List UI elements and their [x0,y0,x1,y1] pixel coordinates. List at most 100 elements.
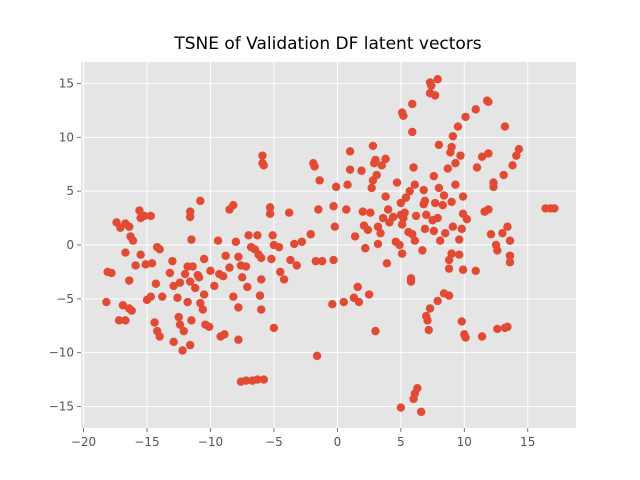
scatter-point [284,208,294,217]
scatter-point [471,266,480,276]
scatter-point [434,183,444,193]
scatter-point [146,292,156,301]
scatter-point [257,305,266,314]
scatter-point [505,251,515,260]
scatter-point [198,305,208,314]
scatter-point [371,155,380,165]
scatter-point [267,254,276,264]
scatter-point [244,231,253,240]
scatter-point [383,205,393,214]
scatter-point [121,248,130,257]
scatter-point [151,279,161,288]
scatter-point [210,281,219,291]
x-tick-label: 15 [520,435,535,449]
scatter-point [306,230,315,239]
scatter-point [187,235,196,244]
scatter-point [292,261,301,270]
scatter-point [408,230,417,239]
chart-title: TSNE of Validation DF latent vectors [173,34,481,54]
scatter-point [127,306,136,315]
scatter-point [366,208,375,217]
scatter-point [312,351,322,361]
scatter-point [310,162,319,171]
scatter-point [458,265,468,274]
scatter-point [435,236,445,245]
scatter-point [169,281,178,291]
scatter-point [258,151,267,160]
scatter-point [121,316,130,325]
scatter-point [234,303,243,312]
scatter-point [248,376,257,385]
scatter-point [218,272,228,281]
scatter-point [265,203,275,212]
scatter-point [456,151,465,160]
scatter-point [125,222,134,231]
scatter-point [444,264,454,273]
scatter-point [484,205,493,214]
scatter-point [136,213,145,223]
scatter-point [377,161,387,170]
scatter-point [128,236,138,245]
scatter-point [368,141,378,151]
scatter-point [500,122,510,131]
scatter-point [397,249,407,258]
scatter-point [328,300,337,309]
scatter-point [455,250,464,259]
scatter-point [457,317,466,326]
scatter-point [447,197,456,207]
scatter-point [373,239,383,249]
scatter-point [168,256,177,266]
scatter-point [185,207,195,216]
scatter-point [175,320,185,329]
scatter-point [234,335,243,344]
scatter-point [372,170,381,180]
scatter-point [425,304,435,313]
scatter-point [357,166,366,175]
scatter-point [444,255,454,265]
scatter-point [409,394,418,404]
x-tick-label: 0 [334,435,342,449]
scatter-point [397,108,407,117]
scatter-point [146,211,156,221]
scatter-point [178,346,187,355]
scatter-point [471,105,480,114]
scatter-point [364,290,374,299]
scatter-point [411,211,421,221]
scatter-point [550,204,559,213]
scatter-point [457,224,466,234]
scatter-point [447,249,456,258]
y-tick-label: −5 [56,292,74,306]
scatter-point [191,283,200,293]
scatter-point [499,170,508,180]
scatter-point [206,266,215,276]
scatter-point [330,222,340,231]
scatter-point [257,253,266,263]
scatter-point [253,231,262,240]
scatter-point [290,239,299,249]
scatter-point [213,236,223,245]
scatter-point [461,112,470,122]
scatter-point [185,340,195,350]
scatter-point [408,127,417,137]
scatter-point [453,122,463,131]
scatter-point [378,213,388,223]
scatter-point [135,206,144,215]
scatter-point [433,213,442,223]
scatter-point [493,324,502,334]
scatter-point [458,192,468,201]
scatter-point [175,278,185,287]
scatter-point [460,330,469,339]
scatter-point [185,277,195,286]
x-tick-label: 10 [457,435,472,449]
scatter-point [236,377,246,386]
scatter-point [451,180,460,189]
scatter-point [420,196,430,206]
scatter-point [429,171,439,181]
scatter-point [381,192,390,201]
scatter-point [503,322,512,332]
scatter-point [395,240,404,250]
scatter-point [317,256,327,266]
x-tick-label: −20 [71,435,96,449]
scatter-point [353,282,362,292]
data-points [102,75,559,417]
